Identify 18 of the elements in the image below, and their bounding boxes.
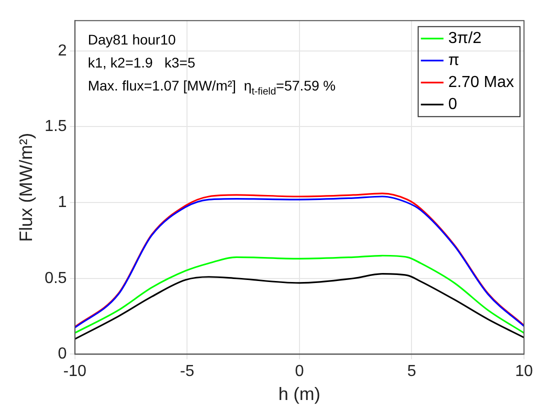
legend-label: 3π/2 (448, 30, 482, 48)
x-tick-label: 5 (407, 363, 416, 380)
y-tick-label: 0 (58, 346, 67, 363)
y-axis-title: Flux (MW/m²) (16, 132, 36, 242)
legend-label: π (448, 52, 460, 70)
annotation: Day81 hour10 (88, 32, 176, 48)
x-tick-label: -10 (63, 363, 87, 380)
y-tick-label: 2 (58, 42, 67, 60)
legend-label: 0 (448, 96, 458, 114)
legend-label: 2.70 Max (448, 74, 514, 92)
x-axis-title: h (m) (278, 384, 320, 404)
y-tick-label: 1 (58, 194, 67, 211)
y-tick-label: 0.5 (44, 270, 67, 287)
annotation: k1, k2=1.9 k3=5 (88, 54, 196, 71)
x-tick-label: 0 (294, 363, 304, 380)
x-tick-label: -5 (180, 363, 194, 380)
y-tick-label: 1.5 (44, 118, 67, 136)
x-tick-label: 10 (515, 363, 533, 380)
